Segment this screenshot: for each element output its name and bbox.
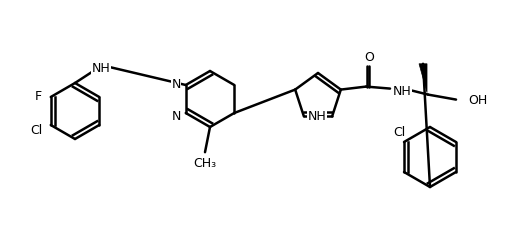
Text: NH: NH [393,85,411,98]
Text: N: N [171,109,181,122]
Polygon shape [419,65,427,93]
Text: O: O [364,51,374,64]
Text: Cl: Cl [30,124,43,137]
Text: CH₃: CH₃ [194,156,217,169]
Text: N: N [171,77,181,90]
Text: Cl: Cl [393,126,405,139]
Text: OH: OH [468,94,487,107]
Text: F: F [35,90,43,103]
Text: NH: NH [307,110,326,123]
Text: NH: NH [92,62,111,75]
